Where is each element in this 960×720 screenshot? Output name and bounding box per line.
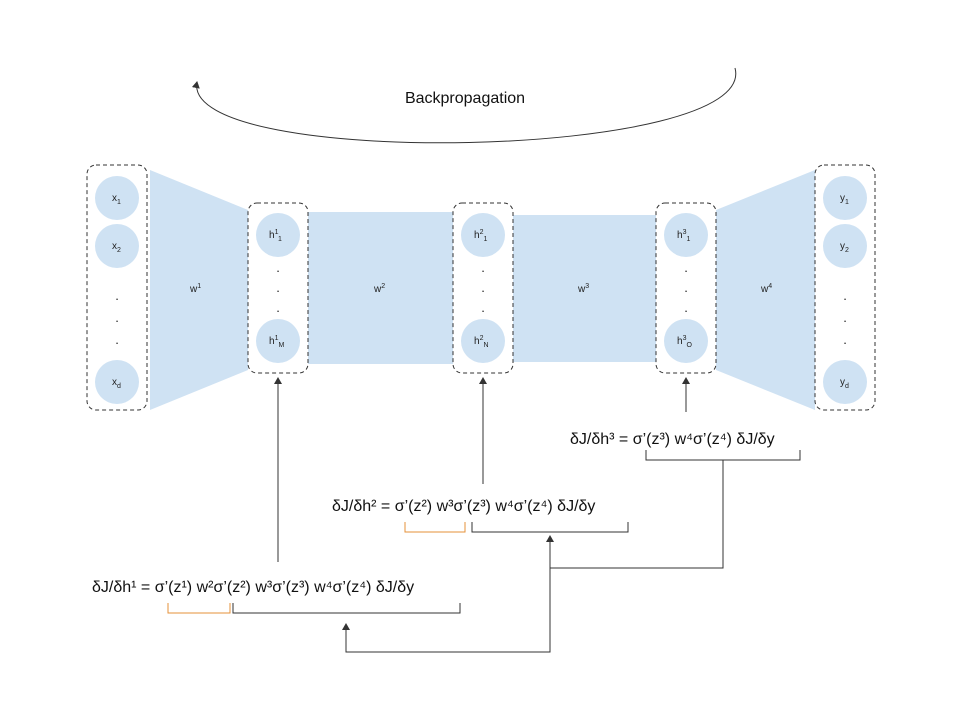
equation-h2: δJ/δh² = σ’(z²) w³σ’(z³) w⁴σ’(z⁴) δJ/δy <box>332 498 595 515</box>
ellipsis-h1-2: . <box>276 280 280 295</box>
ellipsis-h2-2: . <box>481 280 485 295</box>
ellipsis-h3-3: . <box>684 300 688 315</box>
node-h3-O <box>664 319 708 363</box>
node-h2-1 <box>461 213 505 257</box>
node-h3-1 <box>664 213 708 257</box>
node-xd-label: xd <box>112 377 121 390</box>
weight-block-w1 <box>150 170 248 410</box>
ellipsis-input: . <box>115 288 119 303</box>
ellipsis-input-2: . <box>115 310 119 325</box>
node-x2-label: x2 <box>112 241 121 254</box>
hidden-layer-3-box <box>655 202 717 374</box>
bracket-eq3 <box>645 450 801 461</box>
node-h2-N <box>461 319 505 363</box>
highlight-sigma-z2 <box>404 522 466 533</box>
diagram-title: Backpropagation <box>405 90 525 107</box>
ellipsis-h1: . <box>276 260 280 275</box>
node-y1 <box>823 176 867 220</box>
node-h3-1-label: h31 <box>677 229 690 243</box>
weight-label-w3: w3 <box>577 283 589 295</box>
connector-eq2-to-eq1 <box>342 568 551 653</box>
node-h1-M-label: h1M <box>269 335 284 349</box>
node-x1-label: x1 <box>112 193 121 206</box>
node-h3-O-label: h3O <box>677 335 692 349</box>
node-x2 <box>95 224 139 268</box>
node-h2-N-label: h2N <box>474 335 489 349</box>
node-yd-label: yd <box>840 377 849 390</box>
node-xd <box>95 360 139 404</box>
ellipsis-h2-3: . <box>481 300 485 315</box>
equation-h1: δJ/δh¹ = σ’(z¹) w²σ’(z²) w³σ’(z³) w⁴σ’(z… <box>92 579 414 596</box>
ellipsis-output-2: . <box>843 310 847 325</box>
ellipsis-h2: . <box>481 260 485 275</box>
weight-block-w4 <box>716 170 815 410</box>
weight-block-w3 <box>513 215 656 362</box>
node-y2-label: y2 <box>840 241 849 254</box>
hidden-layer-1-box <box>247 202 309 374</box>
ellipsis-h3-2: . <box>684 280 688 295</box>
backprop-arrow <box>191 67 736 144</box>
node-h1-M <box>256 319 300 363</box>
ellipsis-input-3: . <box>115 332 119 347</box>
weight-label-w4: w4 <box>760 283 772 295</box>
highlight-sigma-z1 <box>167 603 231 614</box>
ellipsis-h1-3: . <box>276 300 280 315</box>
node-h1-1 <box>256 213 300 257</box>
equation-h3: δJ/δh³ = σ’(z³) w⁴σ’(z⁴) δJ/δy <box>570 431 775 448</box>
node-y1-label: y1 <box>840 193 849 206</box>
node-x1 <box>95 176 139 220</box>
ellipsis-output: . <box>843 288 847 303</box>
node-h2-1-label: h21 <box>474 229 487 243</box>
node-h1-1-label: h11 <box>269 229 282 243</box>
bracket-eq1 <box>232 603 461 614</box>
bracket-eq2 <box>471 522 629 533</box>
ellipsis-h3: . <box>684 260 688 275</box>
ellipsis-output-3: . <box>843 332 847 347</box>
hidden-layer-2-box <box>452 202 514 374</box>
node-yd <box>823 360 867 404</box>
output-layer-box <box>814 164 876 411</box>
node-y2 <box>823 224 867 268</box>
connector-eq3-to-eq2 <box>546 460 724 569</box>
weight-label-w2: w2 <box>373 283 385 295</box>
weight-label-w1: w1 <box>189 283 201 295</box>
weight-block-w2 <box>308 212 453 364</box>
input-layer-box <box>86 164 148 411</box>
